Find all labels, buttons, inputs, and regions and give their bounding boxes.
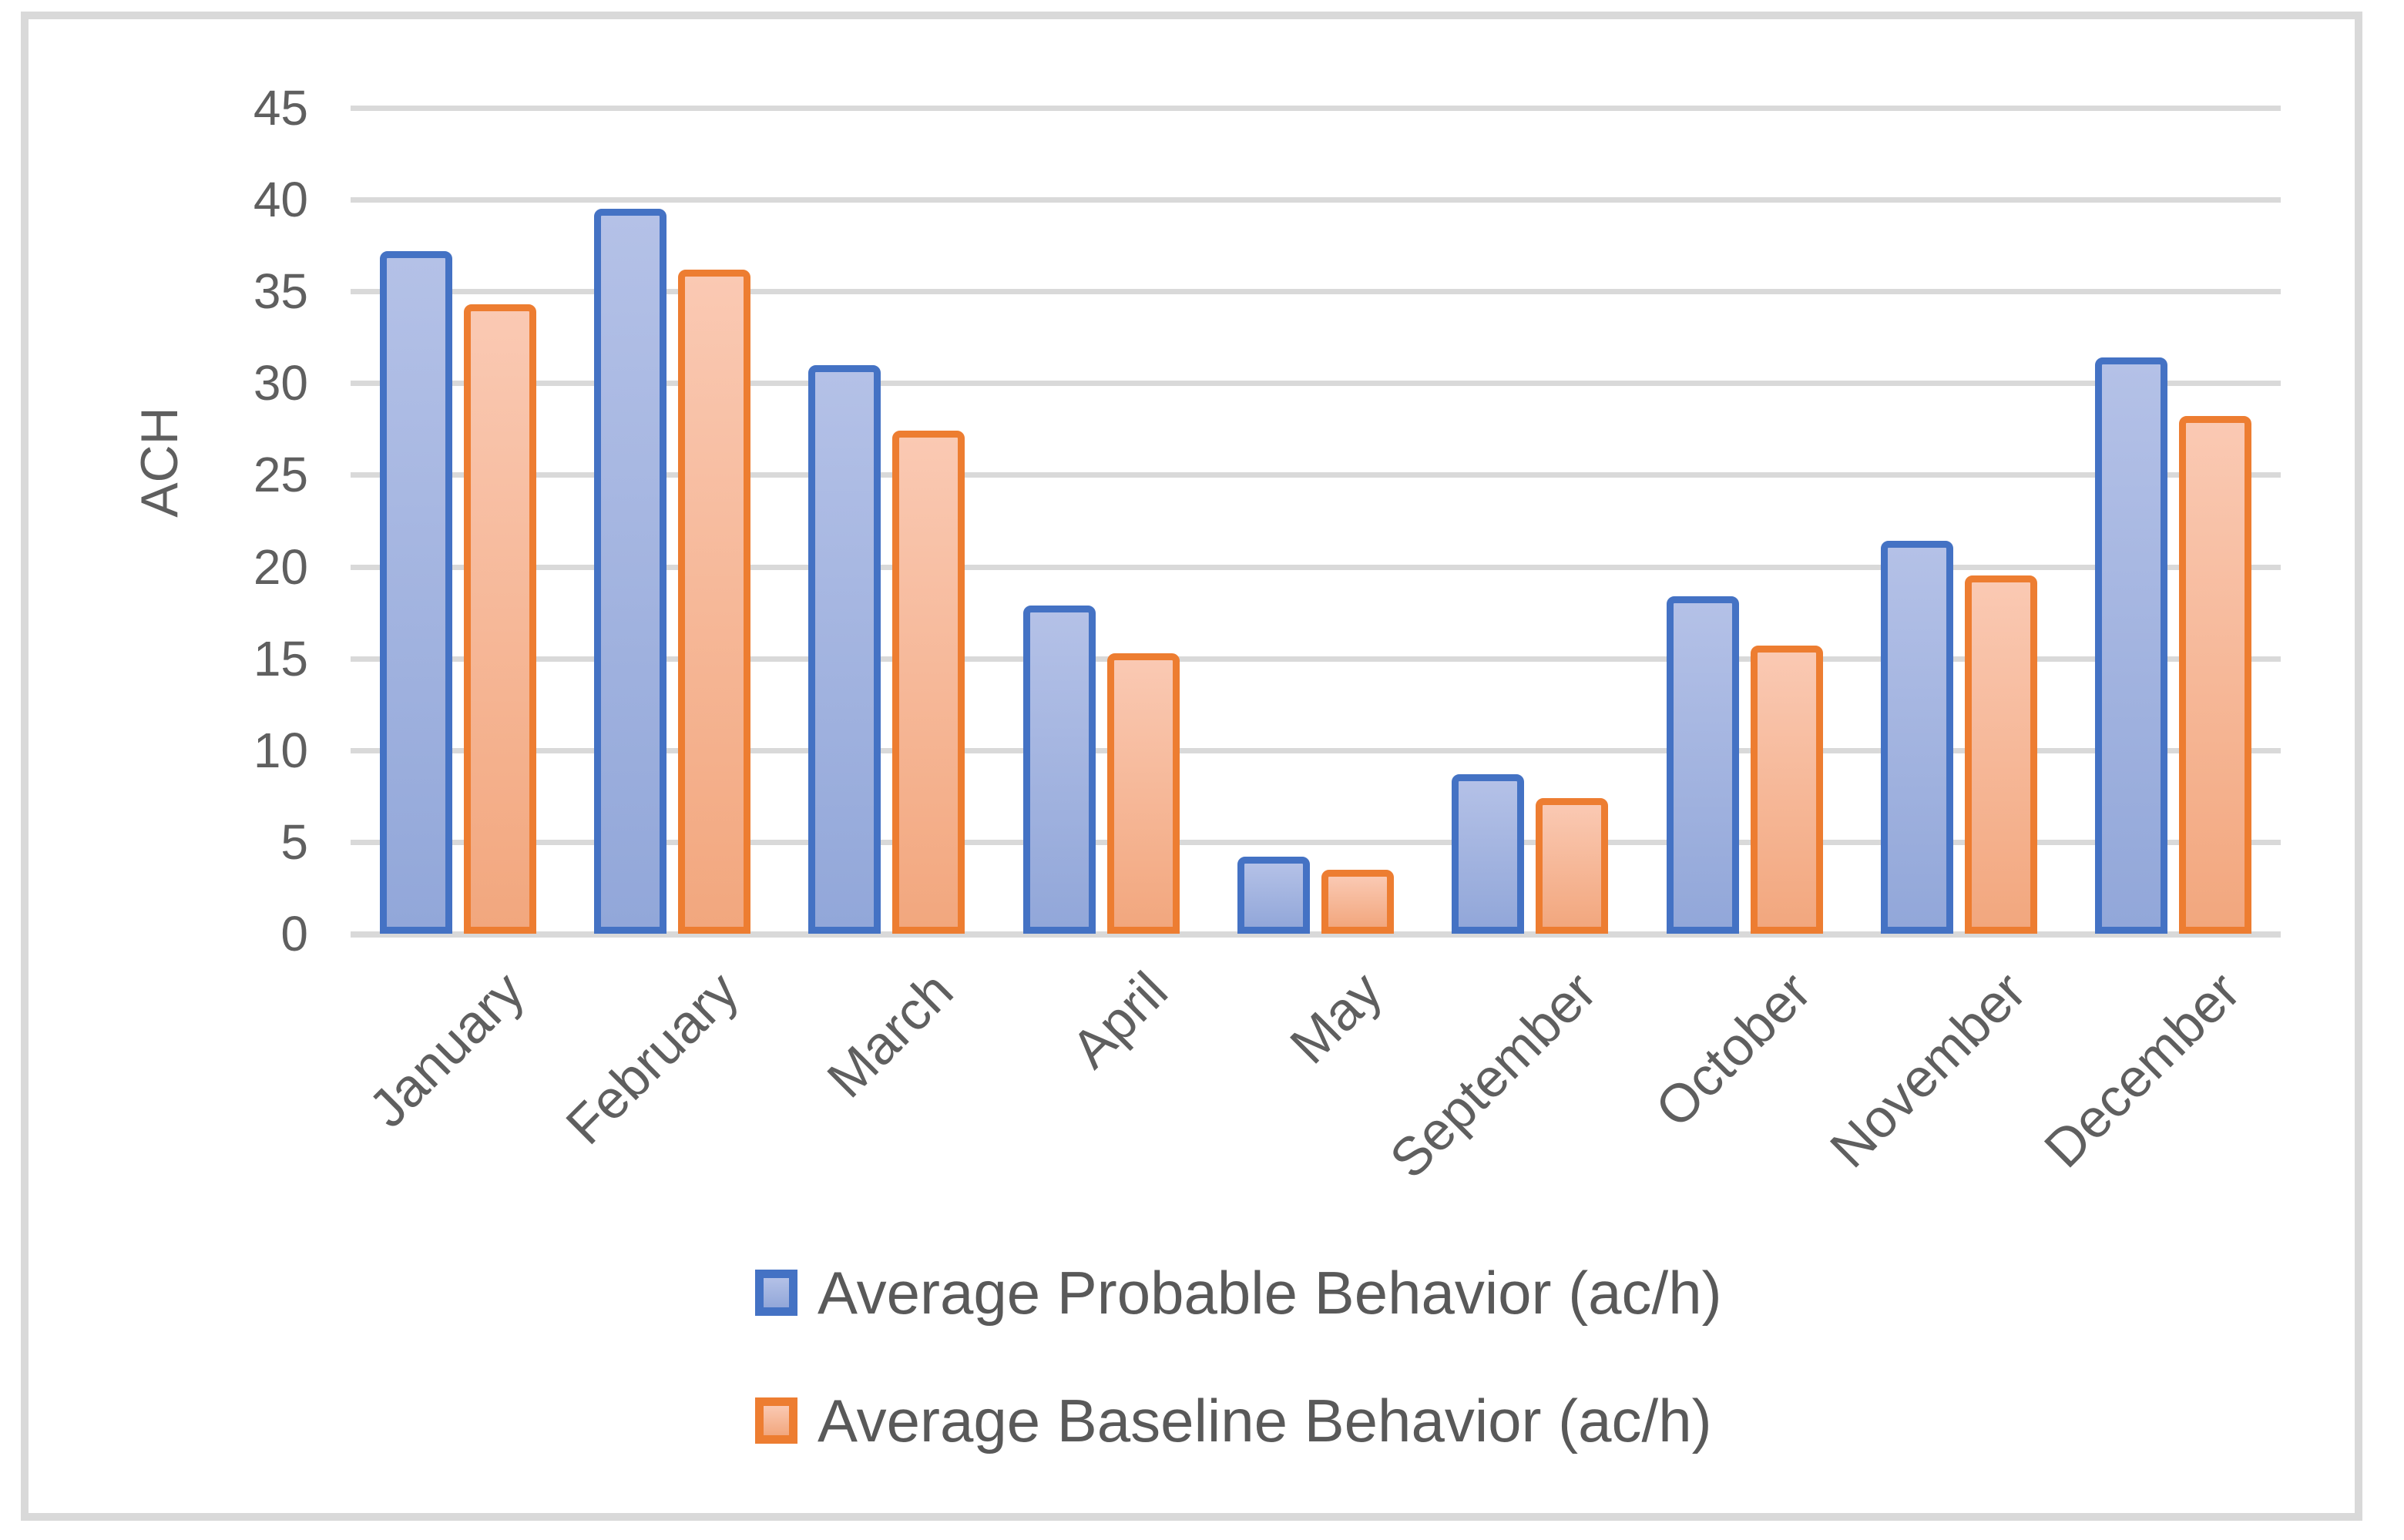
bar-probable-january: [379, 250, 452, 934]
legend-label: Average Baseline Behavior (ac/h): [818, 1387, 1712, 1454]
bar-baseline-february: [678, 269, 750, 934]
bar-probable-november: [1881, 541, 1953, 934]
legend: Average Probable Behavior (ac/h) Average …: [755, 1262, 1722, 1451]
y-tick-label-25: 25: [253, 447, 308, 503]
y-tick-label-30: 30: [253, 355, 308, 411]
gridline-5: [351, 839, 2281, 845]
bar-probable-march: [808, 364, 881, 934]
bar-baseline-december: [2179, 416, 2252, 934]
bar-probable-april: [1022, 605, 1096, 934]
bar-baseline-january: [463, 304, 536, 934]
bar-probable-september: [1452, 773, 1525, 934]
x-tick-label-february: February: [555, 960, 750, 1156]
y-tick-label-40: 40: [253, 172, 308, 228]
gridline-10: [351, 747, 2281, 753]
gridline-40: [351, 197, 2281, 203]
bar-probable-february: [594, 209, 666, 934]
legend-swatch-icon: [755, 1270, 797, 1316]
y-tick-label-20: 20: [253, 538, 308, 595]
bar-baseline-september: [1536, 797, 1609, 934]
y-tick-label-5: 5: [280, 814, 308, 870]
gridline-35: [351, 289, 2281, 295]
bar-baseline-november: [1965, 575, 2037, 934]
bar-baseline-october: [1750, 645, 1823, 934]
gridline-20: [351, 564, 2281, 570]
x-tick-label-january: January: [357, 960, 536, 1139]
y-tick-label-35: 35: [253, 263, 308, 320]
y-tick-label-45: 45: [253, 80, 308, 136]
x-tick-label-december: December: [2033, 960, 2251, 1179]
x-tick-label-march: March: [816, 960, 965, 1109]
bar-probable-december: [2095, 357, 2168, 934]
bar-baseline-april: [1106, 653, 1180, 934]
gridline-15: [351, 656, 2281, 662]
bar-baseline-march: [892, 431, 965, 934]
legend-swatch-icon: [755, 1397, 797, 1444]
gridline-0: [351, 931, 2281, 938]
gridline-30: [351, 381, 2281, 387]
x-tick-label-november: November: [1818, 960, 2037, 1179]
y-tick-label-15: 15: [253, 630, 308, 686]
legend-label: Average Probable Behavior (ac/h): [818, 1259, 1722, 1327]
bar-baseline-may: [1321, 869, 1394, 934]
x-tick-label-april: April: [1059, 960, 1180, 1079]
x-tick-label-may: May: [1278, 960, 1394, 1075]
bar-probable-may: [1237, 856, 1310, 934]
legend-item-probable: Average Probable Behavior (ac/h): [755, 1262, 1722, 1324]
gridline-45: [351, 106, 2281, 111]
legend-item-baseline: Average Baseline Behavior (ac/h): [755, 1390, 1722, 1451]
gridline-25: [351, 472, 2281, 478]
x-tick-label-october: October: [1644, 960, 1823, 1139]
y-tick-label-0: 0: [280, 906, 308, 961]
y-tick-label-10: 10: [253, 722, 308, 778]
x-tick-label-september: September: [1378, 960, 1608, 1189]
bar-probable-october: [1666, 596, 1739, 934]
